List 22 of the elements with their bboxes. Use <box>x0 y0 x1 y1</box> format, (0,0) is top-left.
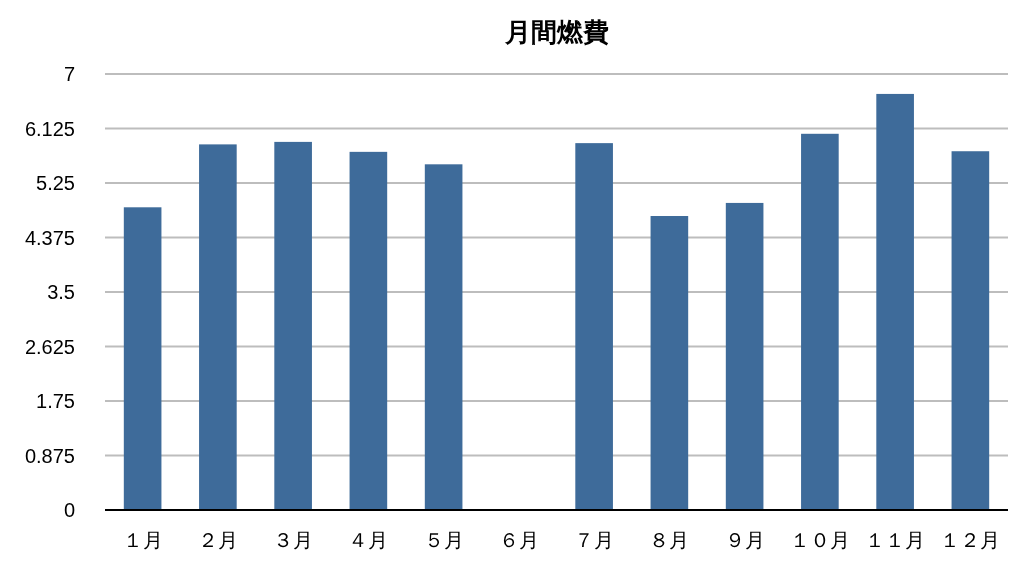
x-tick-label: ８月 <box>649 529 690 551</box>
y-tick-label: 1.75 <box>36 390 75 412</box>
x-tick-label: １２月 <box>940 529 1001 551</box>
y-tick-label: 0.875 <box>24 444 75 467</box>
title: 月間燃費 <box>504 17 609 47</box>
y-tick-label: 2.625 <box>24 335 75 358</box>
x-tick-label: １月 <box>122 529 163 551</box>
y-tick-label: 6.125 <box>24 117 75 140</box>
y-tick-label: 0 <box>63 499 75 521</box>
x-tick-label: ５月 <box>423 529 464 551</box>
x-tick-label: ２月 <box>197 529 238 551</box>
x-tick-label: ９月 <box>724 529 765 551</box>
x-tick-label: ４月 <box>348 529 389 551</box>
x-tick-label: ７月 <box>574 529 615 551</box>
y-tick-label: 7 <box>63 63 75 85</box>
x-tick-label: １０月 <box>789 529 850 551</box>
x-tick-label: １１月 <box>865 529 926 551</box>
x-tick-label: ３月 <box>273 529 314 551</box>
x-tick-label: ６月 <box>498 529 539 551</box>
y-tick-label: 3.5 <box>47 281 75 303</box>
y-tick-label: 4.375 <box>24 226 75 249</box>
y-tick-label: 5.25 <box>36 172 75 194</box>
